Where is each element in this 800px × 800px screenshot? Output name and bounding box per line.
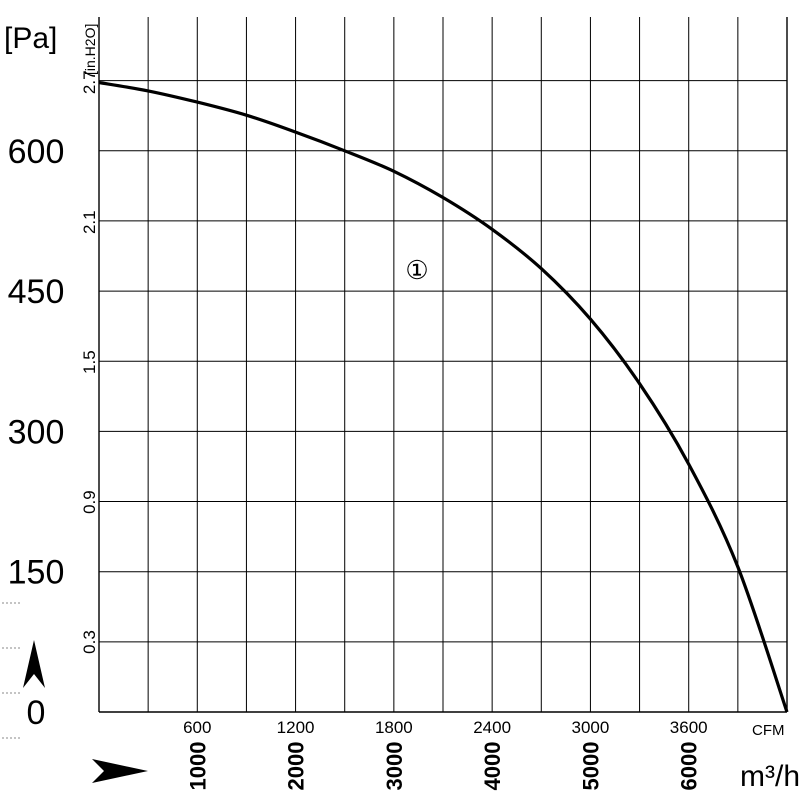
flow-axis-arrow-icon — [92, 759, 148, 783]
left-edge-dash-marks — [2, 602, 20, 739]
m3h-tick-label: 4000 — [480, 742, 505, 791]
cfm-tick-label: 1200 — [277, 718, 315, 737]
inh2o-tick-label: 2.7 — [80, 70, 99, 94]
m3h-tick-label: 3000 — [382, 742, 407, 791]
m3h-unit-label: m³/h — [740, 760, 800, 793]
cfm-tick-label: 2400 — [473, 718, 511, 737]
m3h-tick-label: 5000 — [578, 742, 603, 791]
pa-tick-label: 150 — [8, 554, 65, 592]
inh2o-tick-label: 0.3 — [80, 630, 99, 654]
cfm-unit-label: CFM — [752, 722, 785, 739]
series-line-1 — [98, 80, 789, 713]
pa-tick-label: 450 — [8, 273, 65, 311]
tick-labels: 0 150 300 450 600 0.3 0.9 1.5 2.1 2.7 600 1200 1800 2… — [8, 70, 708, 790]
pa-tick-label: 0 — [27, 694, 46, 732]
inh2o-tick-label: 0.9 — [80, 490, 99, 514]
pa-unit-label: [Pa] — [4, 22, 57, 55]
m3h-tick-label: 1000 — [185, 742, 210, 791]
m3h-tick-label: 6000 — [677, 742, 702, 791]
pa-tick-label: 600 — [8, 133, 65, 171]
pa-tick-label: 300 — [8, 413, 65, 451]
pressure-axis-arrow-icon — [23, 640, 45, 688]
chart-grid — [98, 17, 788, 713]
inh2o-tick-label: 2.1 — [80, 210, 99, 234]
cfm-tick-label: 3000 — [572, 718, 610, 737]
m3h-tick-label: 2000 — [284, 742, 309, 791]
cfm-tick-label: 1800 — [375, 718, 413, 737]
inh2o-tick-label: 1.5 — [80, 350, 99, 374]
cfm-tick-label: 600 — [183, 718, 211, 737]
cfm-tick-label: 3600 — [670, 718, 708, 737]
series-label-1: ① — [405, 256, 428, 286]
inh2o-unit-label: [in.H2O] — [82, 24, 98, 75]
